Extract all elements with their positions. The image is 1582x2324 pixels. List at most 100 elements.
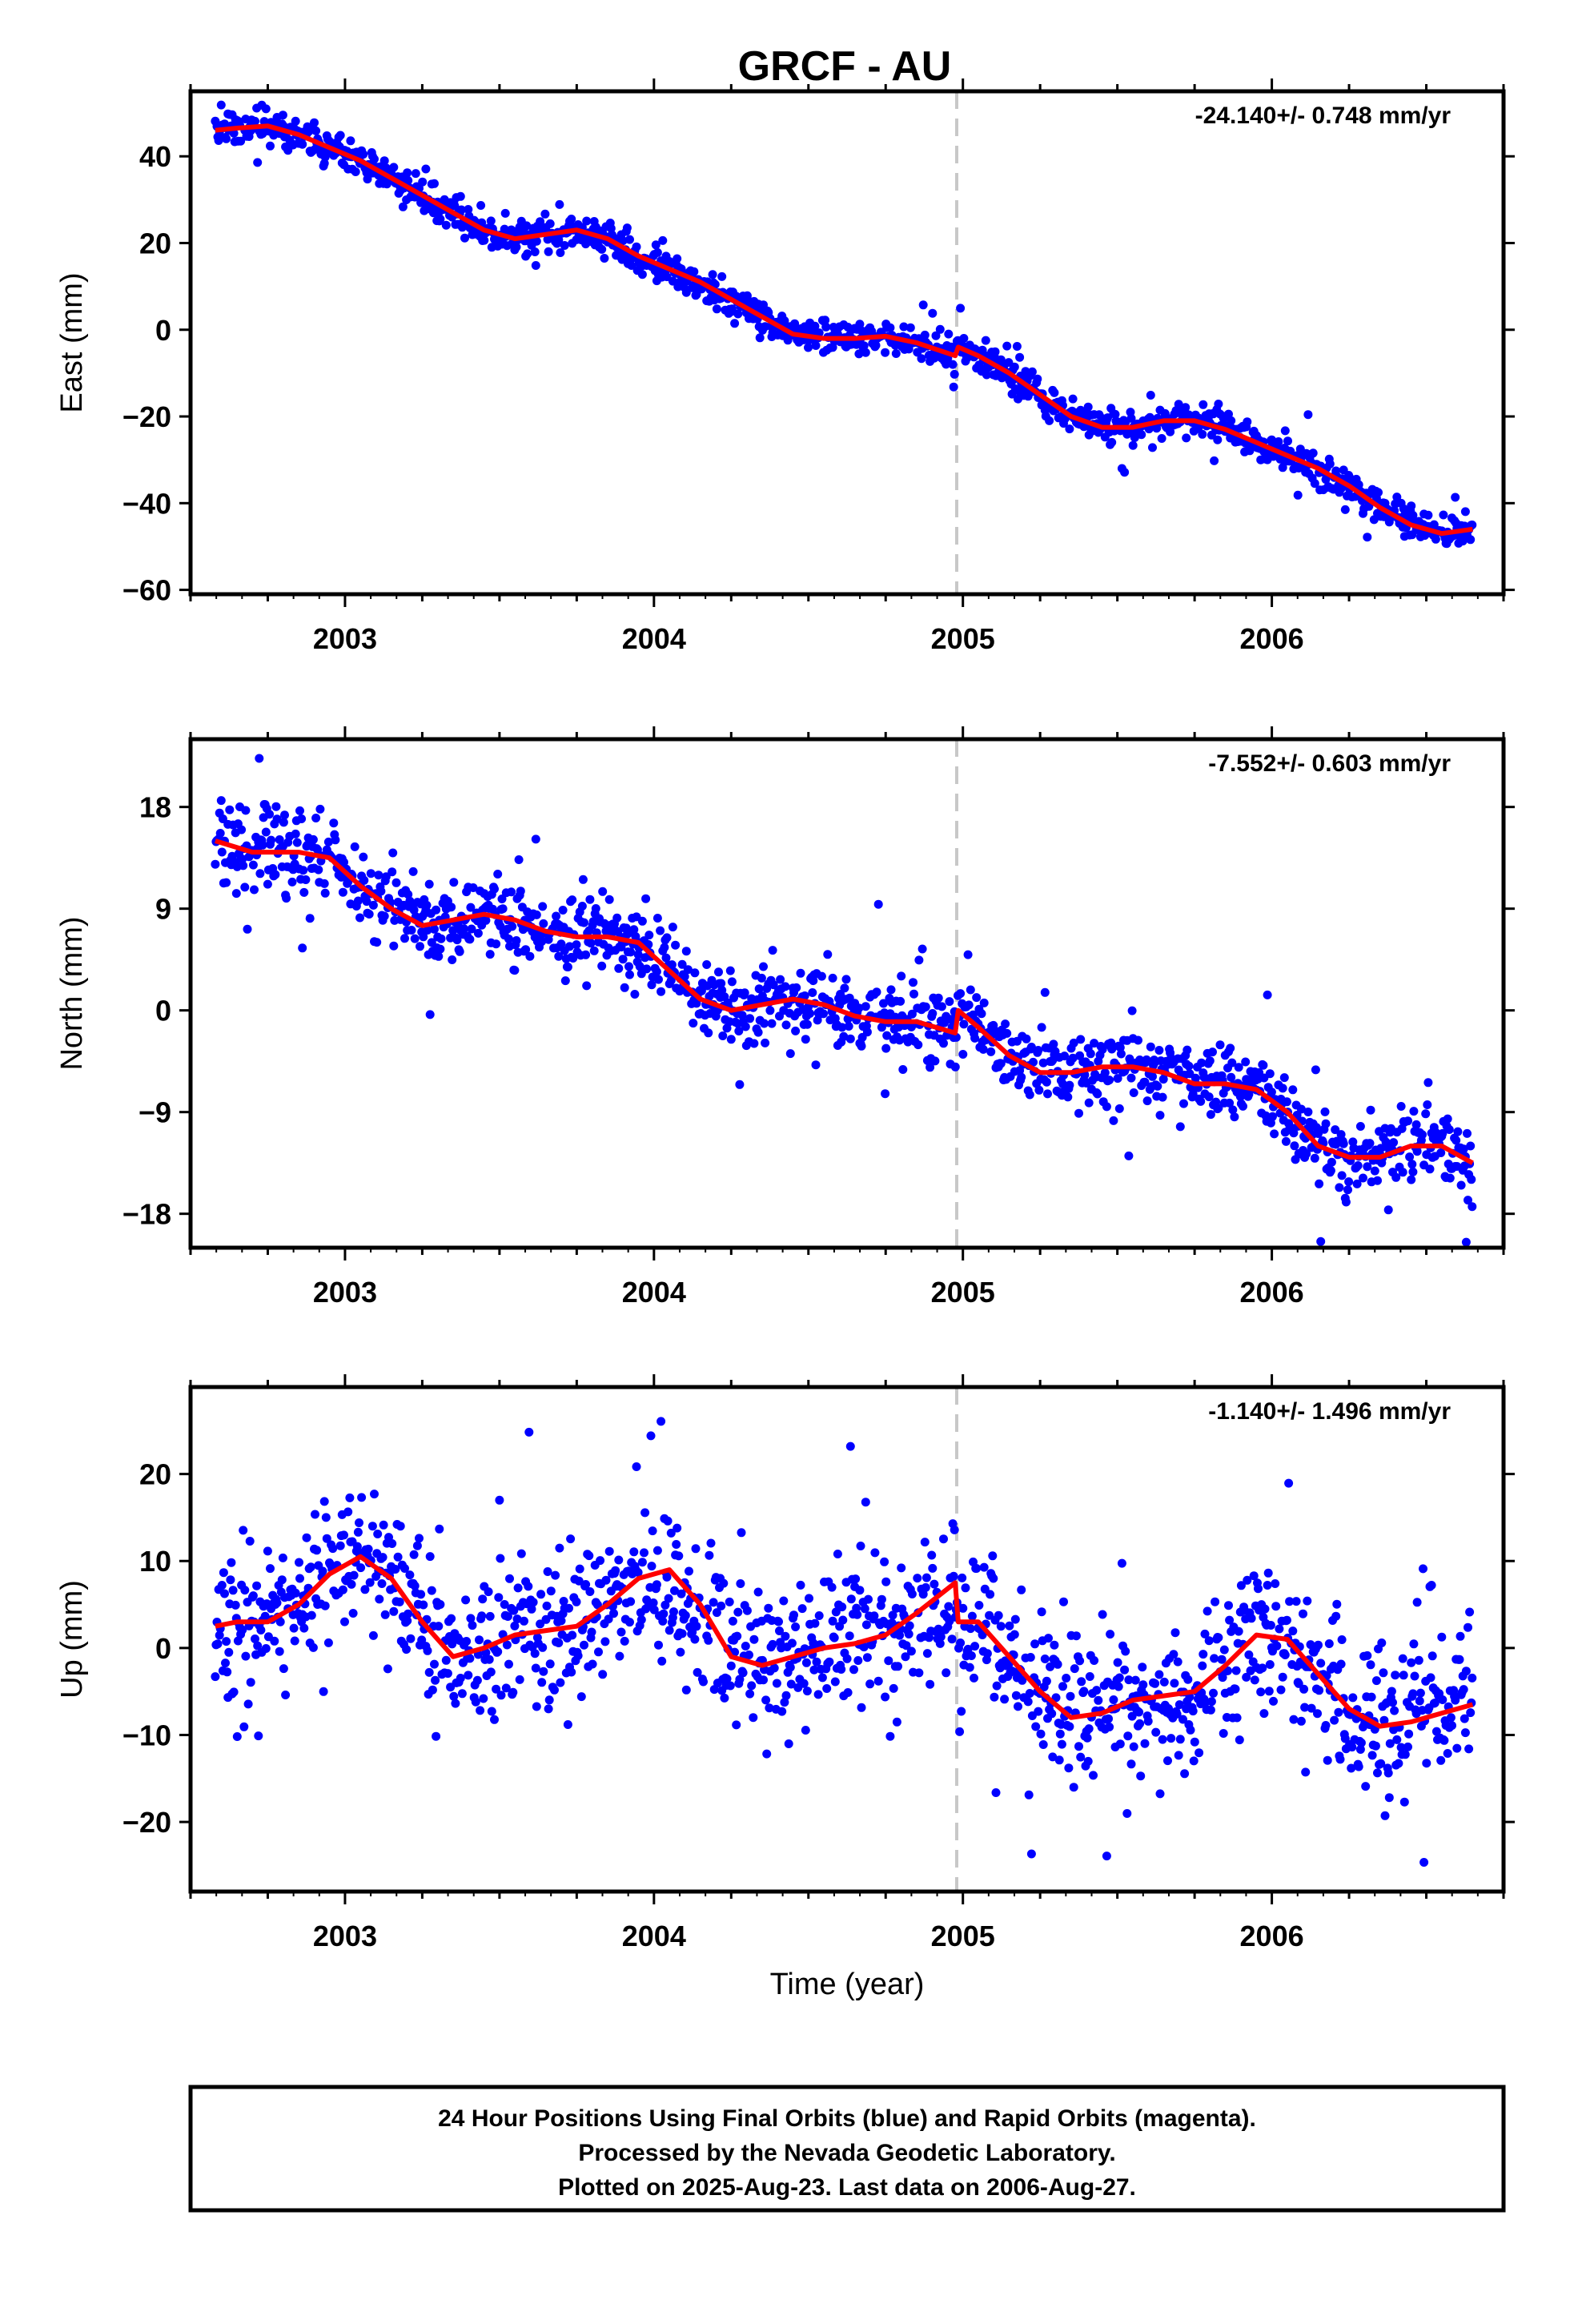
data-point	[986, 1590, 995, 1599]
data-point	[240, 1586, 250, 1595]
data-point	[972, 993, 982, 1003]
data-point	[239, 1722, 249, 1731]
data-point	[379, 911, 389, 921]
data-point	[862, 1653, 872, 1663]
data-point	[828, 1616, 837, 1626]
data-point	[1284, 1478, 1294, 1488]
data-point	[977, 1009, 986, 1019]
data-point	[1439, 1735, 1449, 1745]
data-point	[928, 1563, 938, 1573]
data-point	[769, 980, 778, 990]
data-point	[1178, 1715, 1187, 1724]
data-point	[1422, 1759, 1431, 1768]
data-point	[906, 1647, 916, 1656]
data-point	[320, 1601, 330, 1610]
data-point	[691, 1544, 701, 1554]
data-point	[942, 1668, 951, 1678]
data-point	[1075, 1656, 1085, 1666]
data-point	[1269, 1696, 1278, 1706]
data-point	[1158, 1735, 1167, 1744]
data-point	[963, 950, 973, 959]
data-point	[1182, 1045, 1192, 1055]
data-point	[1241, 1057, 1251, 1067]
data-point	[464, 205, 473, 214]
data-point	[791, 1622, 801, 1631]
data-point	[1363, 1651, 1372, 1660]
data-point	[772, 1679, 781, 1688]
data-point	[1452, 1136, 1461, 1145]
data-point	[652, 247, 662, 257]
panel-up: 2003 2004 2005 2006 20 10 0 −10 −20 Up (mm) Time (…	[55, 1374, 1515, 2001]
x-tick-label: 2006	[1240, 622, 1304, 655]
data-point	[672, 1540, 681, 1549]
data-point	[637, 916, 647, 926]
data-point	[416, 1590, 426, 1599]
data-point	[693, 1667, 702, 1677]
data-point	[410, 934, 420, 943]
data-point	[1093, 1089, 1102, 1099]
data-point	[297, 814, 307, 823]
data-point	[709, 1598, 718, 1607]
data-point	[493, 870, 503, 879]
data-point	[1310, 479, 1319, 489]
data-point	[1063, 1092, 1073, 1102]
data-point	[991, 1788, 1001, 1797]
data-point	[956, 1638, 966, 1647]
y-tick-label: −10	[122, 1719, 171, 1751]
data-point	[859, 341, 869, 351]
data-point	[861, 1498, 870, 1507]
data-point	[845, 1441, 855, 1451]
data-point	[428, 1685, 437, 1695]
data-point	[828, 973, 837, 983]
y-tick-label: 18	[139, 791, 171, 824]
data-point	[956, 989, 966, 999]
data-point	[436, 944, 445, 954]
data-point	[880, 1557, 889, 1566]
data-point	[408, 866, 418, 876]
data-point	[614, 1555, 624, 1565]
data-point	[226, 1575, 235, 1585]
data-point	[339, 858, 348, 867]
data-point	[996, 1059, 1006, 1068]
data-point	[1303, 1596, 1312, 1606]
data-point	[1219, 1729, 1228, 1738]
data-point	[817, 1673, 827, 1683]
data-point	[430, 1659, 439, 1669]
data-point	[1128, 440, 1138, 450]
data-point	[1308, 448, 1318, 458]
data-point	[905, 1621, 914, 1630]
data-point	[1225, 1098, 1235, 1108]
data-point	[1026, 1043, 1036, 1051]
data-point	[604, 1546, 614, 1556]
data-point	[275, 1647, 284, 1656]
data-point	[1098, 1044, 1107, 1054]
rate-annotation: -1.140+/- 1.496 mm/yr	[1208, 1398, 1451, 1425]
data-point	[232, 1732, 242, 1741]
data-point	[690, 968, 700, 978]
data-point	[1175, 1122, 1185, 1132]
data-point	[652, 967, 661, 976]
data-point	[1208, 1047, 1217, 1057]
data-point	[725, 1597, 734, 1606]
data-point	[217, 1581, 227, 1590]
data-point	[1150, 1679, 1160, 1688]
data-point	[898, 1065, 908, 1074]
data-point	[279, 1664, 288, 1674]
data-point	[295, 1558, 303, 1567]
data-point	[1254, 1584, 1263, 1594]
data-point	[857, 1703, 866, 1712]
data-point	[754, 984, 764, 994]
data-point	[496, 1554, 505, 1563]
data-point	[1155, 1789, 1165, 1799]
data-point	[1100, 1068, 1110, 1077]
data-point	[220, 1589, 229, 1598]
data-point	[877, 1023, 886, 1032]
data-point	[881, 1043, 891, 1053]
data-point	[1228, 1105, 1238, 1115]
data-point	[1090, 1656, 1099, 1665]
data-point	[1419, 1858, 1429, 1867]
data-point	[888, 1610, 897, 1620]
data-point	[1114, 1682, 1123, 1691]
data-point	[950, 369, 959, 379]
data-point	[641, 894, 651, 903]
